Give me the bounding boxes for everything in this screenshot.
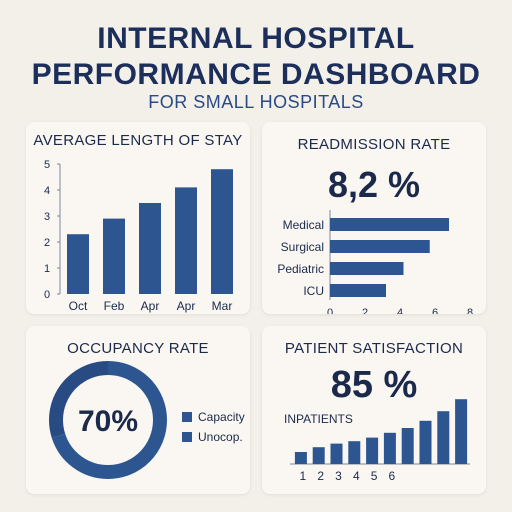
bar: [103, 218, 125, 294]
bar: [455, 399, 468, 464]
satisfaction-sublabel: INPATIENTS: [284, 412, 353, 426]
bar: [139, 203, 161, 294]
x-tick-label: Oct: [69, 299, 88, 313]
occupancy-card-title: OCCUPANCY RATE: [67, 340, 209, 357]
x-tick-label: 4: [353, 469, 360, 483]
legend-label-unoccupied: Unocop.: [198, 430, 243, 444]
bar: [366, 437, 379, 464]
bar: [437, 411, 450, 464]
x-tick-label: 2: [317, 469, 324, 483]
x-tick-label: 4: [397, 307, 403, 314]
legend-label-capacity: Capacity: [198, 410, 245, 424]
legend-item-capacity: Capacity: [182, 410, 245, 424]
x-tick-label: 5: [371, 469, 378, 483]
bar: [312, 447, 325, 464]
y-tick-label: 2: [44, 237, 50, 249]
x-tick-label: 1: [300, 469, 307, 483]
x-tick-label: 6: [432, 307, 438, 314]
x-tick-label: Apr: [177, 299, 196, 313]
bar: [330, 262, 404, 275]
bar: [211, 169, 233, 294]
readmission-card: READMISSION RATE 8,2 % Medical Surgical Pe…: [262, 122, 486, 314]
legend-item-unoccupied: Unocop.: [182, 430, 245, 444]
satisfaction-value: 85 %: [330, 364, 418, 406]
y-tick-label: 3: [44, 211, 50, 223]
readmission-chart: Medical Surgical Pediatric ICU 0 2 4 6 8: [277, 210, 473, 314]
los-chart: 0 1 2 3 4 5 Oct Feb Apr Apr Mar: [44, 159, 233, 313]
dashboard-title-line1: INTERNAL HOSPITAL: [97, 22, 415, 55]
readmission-card-title: READMISSION RATE: [297, 136, 451, 153]
los-card-title: AVERAGE LENGTH OF STAY: [33, 132, 243, 149]
legend-swatch: [182, 412, 192, 422]
x-tick-label: Apr: [141, 299, 160, 313]
y-tick-label: 1: [44, 263, 50, 275]
legend-swatch: [182, 432, 192, 442]
x-tick-label: 2: [362, 307, 368, 314]
y-tick-label: 4: [44, 185, 50, 197]
bar: [67, 234, 89, 294]
category-label: ICU: [303, 284, 324, 298]
readmission-value: 8,2 %: [327, 164, 421, 205]
x-tick-label: Mar: [212, 299, 233, 313]
occupancy-legend: Capacity Unocop.: [182, 410, 245, 450]
bar: [383, 432, 396, 464]
bar: [330, 443, 343, 464]
occupancy-value: 70%: [78, 405, 138, 438]
category-label: Pediatric: [277, 262, 324, 276]
bar: [330, 218, 449, 231]
bar: [330, 240, 430, 253]
bar: [401, 428, 414, 464]
bar: [175, 187, 197, 294]
dashboard-subtitle: FOR SMALL HOSPITALS: [148, 92, 364, 112]
bar: [348, 441, 361, 464]
x-tick-label: 0: [327, 307, 333, 314]
x-tick-label: 8: [467, 307, 473, 314]
x-tick-label: 3: [335, 469, 342, 483]
occupancy-card: OCCUPANCY RATE 70% Capacity Unocop.: [26, 326, 250, 494]
x-tick-label: 6: [389, 469, 396, 483]
occupancy-donut: 70%: [49, 361, 167, 479]
bar: [330, 284, 386, 297]
dashboard-title-line2: PERFORMANCE DASHBOARD: [31, 58, 481, 91]
los-card: AVERAGE LENGTH OF STAY 0 1 2 3 4 5 Oct Feb Apr Ap…: [26, 122, 250, 314]
y-tick-label: 0: [44, 289, 50, 301]
y-tick-label: 5: [44, 159, 50, 171]
category-label: Surgical: [281, 240, 324, 254]
bar: [294, 452, 307, 464]
satisfaction-card-title: PATIENT SATISFACTION: [284, 340, 464, 357]
donut-slice-unoccupied: [49, 361, 167, 479]
x-tick-label: Feb: [104, 299, 125, 313]
category-label: Medical: [283, 218, 324, 232]
bar: [419, 420, 432, 464]
